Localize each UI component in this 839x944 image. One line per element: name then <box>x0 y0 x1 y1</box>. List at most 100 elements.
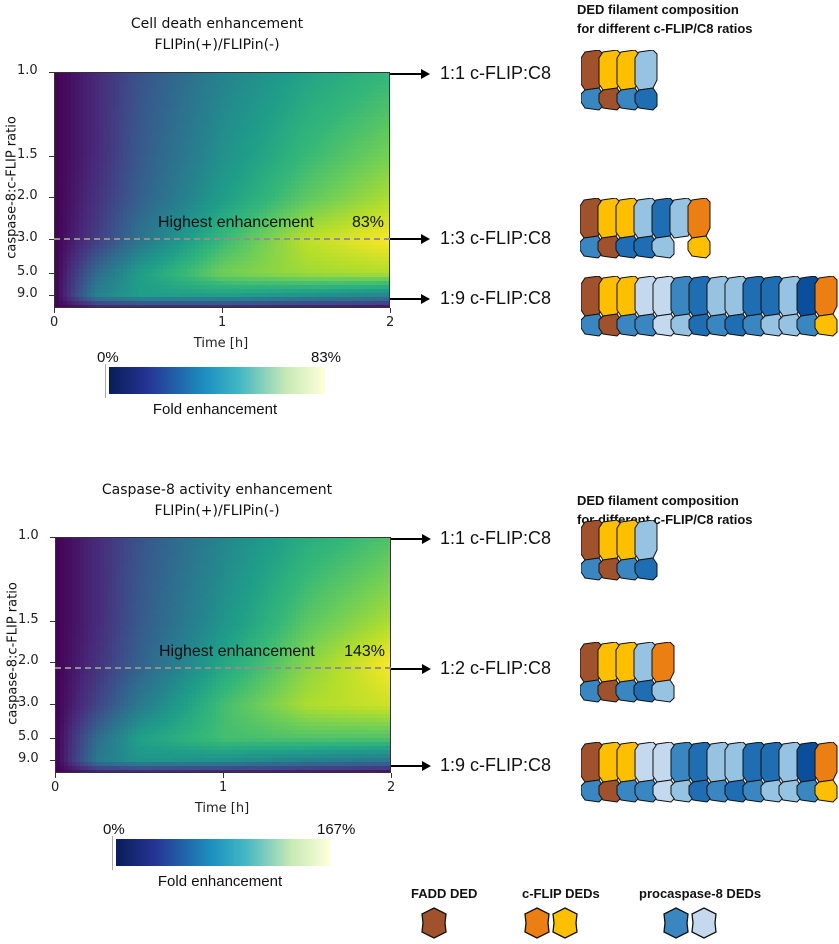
heatmap-cell <box>307 249 312 254</box>
heatmap-cell <box>159 105 164 110</box>
heatmap-cell <box>383 297 388 302</box>
heatmap-cell <box>283 173 288 178</box>
heatmap-cell <box>243 137 248 142</box>
heatmap-cell <box>303 289 308 294</box>
heatmap-cell <box>275 161 280 166</box>
heatmap-cell <box>383 137 388 142</box>
heatmap-cell <box>347 205 352 210</box>
heatmap-cell <box>247 305 252 307</box>
heatmap-cell <box>211 305 216 307</box>
heatmap-cell <box>339 161 344 166</box>
heatmap-cell <box>331 217 336 222</box>
heatmap-cell <box>279 241 284 246</box>
heatmap-cell <box>339 105 344 110</box>
heatmap-cell <box>331 133 336 138</box>
heatmap-cell <box>343 249 348 254</box>
heatmap-cell <box>83 277 88 282</box>
heatmap-cell <box>95 133 100 138</box>
heatmap-cell <box>223 273 228 278</box>
heatmap-cell <box>303 129 308 134</box>
heatmap-cell <box>95 249 100 254</box>
heatmap-cell <box>79 97 84 102</box>
heatmap-cell <box>351 89 356 94</box>
heatmap-cell <box>379 173 384 178</box>
heatmap-cell <box>63 229 68 234</box>
heatmap-cell <box>179 249 184 254</box>
heatmap-cell <box>239 209 244 214</box>
heatmap-cell <box>275 205 280 210</box>
heatmap-cell <box>235 189 240 194</box>
heatmap-cell <box>331 241 336 246</box>
heatmap-cell <box>275 233 280 238</box>
heatmap-cell <box>147 89 152 94</box>
heatmap-cell <box>303 277 308 282</box>
heatmap-cell <box>263 109 268 114</box>
heatmap-cell <box>59 209 64 214</box>
heatmap-cell <box>367 225 372 230</box>
heatmap-cell <box>271 289 276 294</box>
heatmap-cell <box>379 185 384 190</box>
heatmap-cell <box>279 177 284 182</box>
heatmap-cell <box>83 73 88 78</box>
heatmap-cell <box>63 89 68 94</box>
heatmap-cell <box>115 113 120 118</box>
heatmap-cell <box>331 305 336 307</box>
heatmap-cell <box>279 157 284 162</box>
heatmap-cell <box>63 281 68 286</box>
heatmap-cell <box>71 173 76 178</box>
heatmap-cell <box>155 121 160 126</box>
heatmap-cell <box>103 89 108 94</box>
heatmap-cell <box>251 189 256 194</box>
heatmap-cell <box>331 253 336 258</box>
heatmap-cell <box>307 153 312 158</box>
heatmap-cell <box>351 233 356 238</box>
heatmap-cell <box>387 297 389 302</box>
heatmap-cell <box>319 249 324 254</box>
heatmap-cell <box>63 157 68 162</box>
heatmap-cell <box>335 273 340 278</box>
heatmap-cell <box>287 117 292 122</box>
heatmap-cell <box>387 173 389 178</box>
heatmap-cell <box>275 285 280 290</box>
heatmap-cell <box>195 305 200 307</box>
heatmap-cell <box>239 273 244 278</box>
heatmap-cell <box>243 305 248 307</box>
heatmap-cell <box>363 145 368 150</box>
heatmap-cell <box>171 233 176 238</box>
heatmap-cell <box>155 213 160 218</box>
heatmap-cell <box>247 129 252 134</box>
heatmap-cell <box>123 105 128 110</box>
heatmap-cell <box>315 161 320 166</box>
heatmap-cell <box>55 241 60 246</box>
heatmap-cell <box>99 145 104 150</box>
heatmap-cell <box>251 101 256 106</box>
heatmap-cell <box>291 225 296 230</box>
heatmap-cell <box>375 245 380 250</box>
heatmap-cell <box>283 253 288 258</box>
heatmap-cell <box>335 201 340 206</box>
heatmap-cell <box>103 273 108 278</box>
heatmap-cell <box>363 101 368 106</box>
heatmap-cell <box>155 169 160 174</box>
heatmap-cell <box>191 249 196 254</box>
heatmap-cell <box>115 305 120 307</box>
heatmap-cell <box>155 165 160 170</box>
heatmap-cell <box>63 149 68 154</box>
heatmap-cell <box>175 145 180 150</box>
heatmap-cell <box>267 281 272 286</box>
heatmap-cell <box>275 241 280 246</box>
heatmap-cell <box>87 97 92 102</box>
heatmap-cell <box>307 213 312 218</box>
heatmap-cell <box>127 277 132 282</box>
heatmap-cell <box>267 181 272 186</box>
heatmap-cell <box>263 265 268 270</box>
heatmap-cell <box>347 137 352 142</box>
heatmap-cell <box>387 193 389 198</box>
heatmap-cell <box>283 193 288 198</box>
heatmap-cell <box>135 129 140 134</box>
heatmap-cell <box>199 265 204 270</box>
heatmap-cell <box>375 121 380 126</box>
heatmap-cell <box>367 93 372 98</box>
heatmap-cell <box>335 293 340 298</box>
heatmap-cell <box>207 89 212 94</box>
